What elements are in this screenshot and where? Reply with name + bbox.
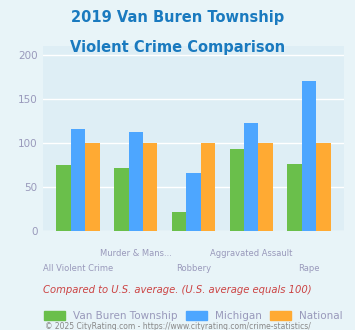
Text: Violent Crime Comparison: Violent Crime Comparison — [70, 40, 285, 54]
Text: 2019 Van Buren Township: 2019 Van Buren Township — [71, 10, 284, 25]
Bar — [186, 173, 201, 231]
Legend: Van Buren Township, Michigan, National: Van Buren Township, Michigan, National — [40, 307, 347, 325]
Bar — [85, 143, 100, 231]
Text: Murder & Mans...: Murder & Mans... — [100, 249, 172, 258]
Bar — [114, 168, 129, 231]
Bar — [56, 165, 71, 231]
Text: Aggravated Assault: Aggravated Assault — [210, 249, 293, 258]
Bar — [316, 143, 331, 231]
Bar — [71, 129, 85, 231]
Text: All Violent Crime: All Violent Crime — [43, 264, 113, 273]
Bar — [230, 149, 244, 231]
Text: Robbery: Robbery — [176, 264, 211, 273]
Text: Rape: Rape — [298, 264, 320, 273]
Bar — [201, 143, 215, 231]
Bar — [244, 123, 258, 231]
Bar — [143, 143, 157, 231]
Text: © 2025 CityRating.com - https://www.cityrating.com/crime-statistics/: © 2025 CityRating.com - https://www.city… — [45, 322, 310, 330]
Bar — [172, 212, 186, 231]
Text: Compared to U.S. average. (U.S. average equals 100): Compared to U.S. average. (U.S. average … — [43, 285, 312, 295]
Bar — [287, 164, 302, 231]
Bar — [129, 132, 143, 231]
Bar — [302, 82, 316, 231]
Bar — [258, 143, 273, 231]
